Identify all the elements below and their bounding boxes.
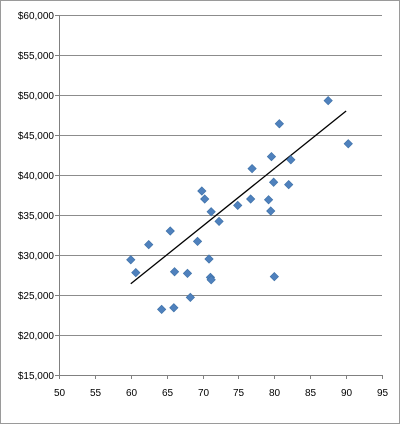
x-tick-labels: 50 55 60 65 70 75 80 85 90 95: [54, 388, 389, 399]
trendline-layer: [130, 110, 347, 285]
data-points: [126, 95, 353, 315]
y-tick-label: $35,000: [18, 211, 55, 222]
y-tick-labels: $15,000 $20,000 $25,000 $30,000 $35,000 $40,0…: [18, 11, 55, 382]
data-point-diamond: [269, 271, 279, 282]
trendline: [130, 110, 347, 285]
data-point-diamond: [200, 194, 210, 204]
x-tick-label: 70: [198, 388, 210, 399]
y-tick-label: $45,000: [18, 131, 55, 142]
gridlines: [59, 15, 382, 336]
x-tick-label: 85: [305, 388, 317, 399]
data-point-diamond: [323, 95, 333, 106]
x-tick-label: 75: [233, 388, 245, 399]
data-point-diamond: [284, 179, 294, 190]
data-point-diamond: [197, 186, 207, 196]
data-point-diamond: [169, 267, 180, 277]
data-point-diamond: [268, 177, 279, 187]
data-point-diamond: [204, 254, 214, 264]
data-point-diamond: [266, 206, 276, 216]
data-point-diamond: [182, 268, 193, 279]
data-point-diamond: [144, 239, 154, 250]
y-tick-label: $15,000: [18, 371, 55, 382]
x-tick-label: 95: [377, 388, 389, 399]
data-point-diamond: [126, 255, 136, 265]
data-point-diamond: [343, 139, 353, 149]
x-tick-label: 50: [54, 388, 66, 399]
data-point-diamond: [286, 155, 296, 165]
data-point-diamond: [185, 292, 195, 303]
data-point-diamond: [246, 194, 256, 204]
data-point-diamond: [206, 275, 216, 285]
y-tick-label: $40,000: [18, 171, 55, 182]
x-tick-label: 55: [90, 388, 102, 399]
data-point-diamond: [206, 207, 216, 217]
y-tick-label: $25,000: [18, 291, 55, 302]
x-tick-label: 65: [162, 388, 174, 399]
data-point-diamond: [274, 119, 284, 129]
y-tick-label: $50,000: [18, 91, 55, 102]
y-tick-label: $20,000: [18, 331, 55, 342]
data-point-diamond: [247, 163, 257, 174]
data-point-diamond: [214, 216, 224, 227]
axes: [55, 15, 383, 379]
y-tick-label: $30,000: [18, 251, 55, 262]
data-point-diamond: [169, 303, 179, 313]
data-point-diamond: [157, 304, 167, 315]
data-point-diamond: [233, 200, 243, 211]
x-tick-label: 90: [341, 388, 353, 399]
y-tick-label: $55,000: [18, 51, 55, 62]
data-point-diamond: [192, 236, 203, 247]
data-point-diamond: [131, 267, 141, 278]
data-point-diamond: [266, 151, 277, 162]
y-tick-label: $60,000: [18, 11, 55, 22]
x-tick-label: 60: [126, 388, 138, 399]
x-tick-label: 80: [269, 388, 281, 399]
data-point-diamond: [263, 195, 274, 205]
data-point-diamond: [165, 226, 175, 236]
